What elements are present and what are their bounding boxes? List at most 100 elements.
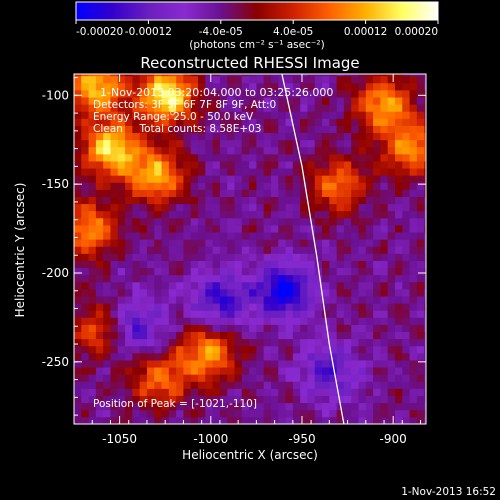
- heatmap-cell: [95, 82, 104, 91]
- heatmap-cell: [336, 296, 345, 304]
- heatmap-cell: [314, 296, 323, 304]
- heatmap-cell: [249, 168, 257, 176]
- heatmap-cell: [365, 409, 374, 418]
- heatmap-cell: [322, 225, 330, 233]
- heatmap-cell: [205, 281, 214, 290]
- heatmap-cell: [234, 303, 243, 311]
- heatmap-cell: [117, 409, 126, 418]
- heatmap-cell: [373, 125, 381, 134]
- colorbar-tick-label: -4.0e-05: [199, 26, 243, 38]
- heatmap-cell: [402, 367, 410, 375]
- heatmap-cell: [219, 168, 228, 176]
- heatmap-cell: [373, 146, 381, 155]
- heatmap-cell: [263, 409, 272, 418]
- heatmap-cell: [314, 161, 323, 169]
- heatmap-cell: [205, 345, 214, 354]
- heatmap-cell: [300, 338, 308, 347]
- heatmap-cell: [183, 260, 192, 269]
- heatmap-cell: [227, 395, 235, 404]
- heatmap-cell: [234, 239, 243, 247]
- heatmap-cell: [256, 402, 265, 411]
- heatmap-cell: [394, 217, 403, 226]
- heatmap-cell: [205, 125, 214, 134]
- heatmap-cell: [139, 374, 148, 382]
- heatmap-cell: [234, 345, 243, 354]
- heatmap-cell: [95, 125, 104, 134]
- heatmap-cell: [205, 352, 214, 361]
- heatmap-cell: [190, 189, 199, 197]
- heatmap-cell: [387, 125, 396, 134]
- heatmap-cell: [373, 303, 381, 311]
- heatmap-cell: [329, 281, 338, 290]
- heatmap-cell: [416, 296, 425, 304]
- heatmap-cell: [365, 267, 374, 276]
- heatmap-cell: [329, 153, 338, 162]
- heatmap-cell: [88, 303, 97, 311]
- heatmap-cell: [241, 331, 250, 340]
- heatmap-cell: [110, 217, 119, 226]
- heatmap-cell: [358, 203, 367, 212]
- heatmap-cell: [176, 89, 184, 98]
- heatmap-cell: [270, 331, 279, 340]
- heatmap-cell: [146, 74, 155, 77]
- heatmap-cell: [387, 317, 396, 325]
- heatmap-cell: [424, 104, 426, 112]
- heatmap-cell: [351, 75, 359, 84]
- heatmap-cell: [125, 374, 133, 382]
- heatmap-cell: [278, 352, 286, 361]
- heatmap-cell: [161, 175, 170, 183]
- heatmap-cell: [409, 331, 418, 340]
- heatmap-cell: [314, 253, 323, 261]
- heatmap-cell: [409, 296, 418, 304]
- heatmap-cell: [424, 118, 426, 126]
- heatmap-cell: [205, 225, 214, 233]
- heatmap-cell: [373, 374, 381, 382]
- heatmap-cell: [110, 402, 119, 411]
- heatmap-cell: [336, 260, 345, 269]
- heatmap-cell: [139, 161, 148, 169]
- heatmap-cell: [95, 402, 104, 411]
- heatmap-cell: [373, 352, 381, 361]
- heatmap-cell: [132, 409, 141, 418]
- heatmap-cell: [307, 232, 316, 240]
- heatmap-cell: [168, 288, 177, 297]
- heatmap-cell: [263, 388, 272, 396]
- heatmap-cell: [300, 225, 308, 233]
- heatmap-cell: [292, 161, 301, 169]
- heatmap-cell: [139, 196, 148, 205]
- heatmap-cell: [256, 189, 265, 197]
- heatmap-cell: [263, 310, 272, 318]
- heatmap-cell: [373, 139, 381, 148]
- heatmap-cell: [110, 74, 119, 77]
- heatmap-cell: [394, 303, 403, 311]
- heatmap-cell: [219, 324, 228, 333]
- heatmap-cell: [183, 310, 192, 318]
- heatmap-cell: [373, 97, 381, 105]
- heatmap-cell: [88, 196, 97, 205]
- heatmap-cell: [117, 189, 126, 197]
- heatmap-cell: [249, 274, 257, 283]
- heatmap-cell: [351, 153, 359, 162]
- heatmap-cell: [74, 267, 82, 276]
- heatmap-cell: [241, 132, 250, 141]
- heatmap-cell: [373, 381, 381, 389]
- heatmap-cell: [212, 210, 221, 219]
- heatmap-cell: [198, 75, 206, 84]
- heatmap-cell: [241, 310, 250, 318]
- heatmap-cell: [307, 246, 316, 254]
- heatmap-cell: [409, 367, 418, 375]
- heatmap-cell: [329, 196, 338, 205]
- heatmap-cell: [88, 182, 97, 190]
- heatmap-cell: [336, 75, 345, 84]
- heatmap-cell: [249, 203, 257, 212]
- heatmap-cell: [292, 203, 301, 212]
- heatmap-cell: [329, 74, 338, 77]
- heatmap-cell: [117, 225, 126, 233]
- heatmap-cell: [343, 324, 352, 333]
- heatmap-cell: [314, 402, 323, 411]
- heatmap-cell: [154, 225, 162, 233]
- heatmap-cell: [205, 104, 214, 112]
- heatmap-cell: [95, 232, 104, 240]
- heatmap-cell: [292, 260, 301, 269]
- heatmap-cell: [409, 196, 418, 205]
